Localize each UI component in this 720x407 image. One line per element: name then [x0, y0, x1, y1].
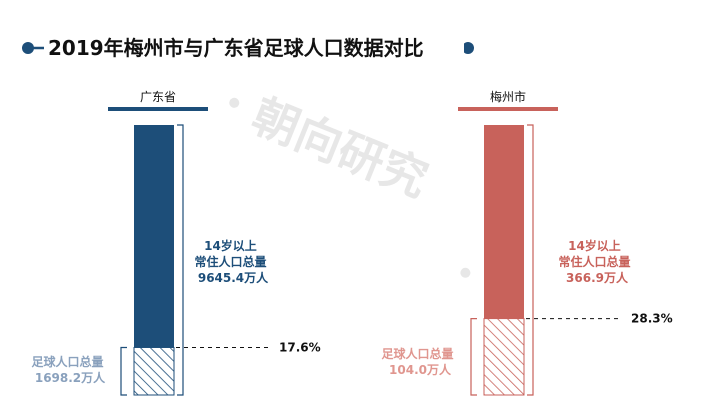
svg-text:朝向研究: 朝向研究	[245, 88, 436, 207]
percent-label-meizhou: 28.3%	[631, 312, 673, 326]
title-dot-right	[462, 42, 474, 54]
bar-football-guangdong	[133, 346, 175, 396]
title-backdrop	[44, 34, 464, 60]
total-label-guangdong: 14岁以上 常住人口总量 9645.4万人	[194, 235, 271, 285]
title-dot-left	[22, 42, 34, 54]
bar-total-meizhou	[484, 125, 524, 319]
percent-label-guangdong: 17.6%	[279, 340, 321, 354]
group-meizhou: 梅州市 28.3% 14岁以上 常住人口总量 366.9万人 足球人口总量 10…	[381, 89, 673, 396]
bracket-football-guangdong	[120, 346, 127, 396]
football-label-meizhou: 足球人口总量 104.0万人	[381, 343, 458, 377]
football-label-guangdong: 足球人口总量 1698.2万人	[31, 351, 108, 385]
chart-title: 2019年梅州市与广东省足球人口数据对比	[48, 36, 424, 60]
category-label-guangdong: 广东省	[140, 90, 176, 104]
bar-football-meizhou	[483, 318, 525, 396]
group-guangdong: 广东省 17.6% 14岁以上 常住人口总量 9645.4万人 足球人口总量 1…	[31, 90, 321, 396]
bracket-total-meizhou	[527, 124, 534, 396]
total-label-meizhou: 14岁以上 常住人口总量 366.9万人	[558, 235, 635, 285]
bar-total-guangdong	[134, 125, 174, 348]
category-label-meizhou: 梅州市	[490, 89, 526, 104]
bracket-football-meizhou	[470, 317, 477, 396]
bracket-total-guangdong	[177, 124, 184, 396]
